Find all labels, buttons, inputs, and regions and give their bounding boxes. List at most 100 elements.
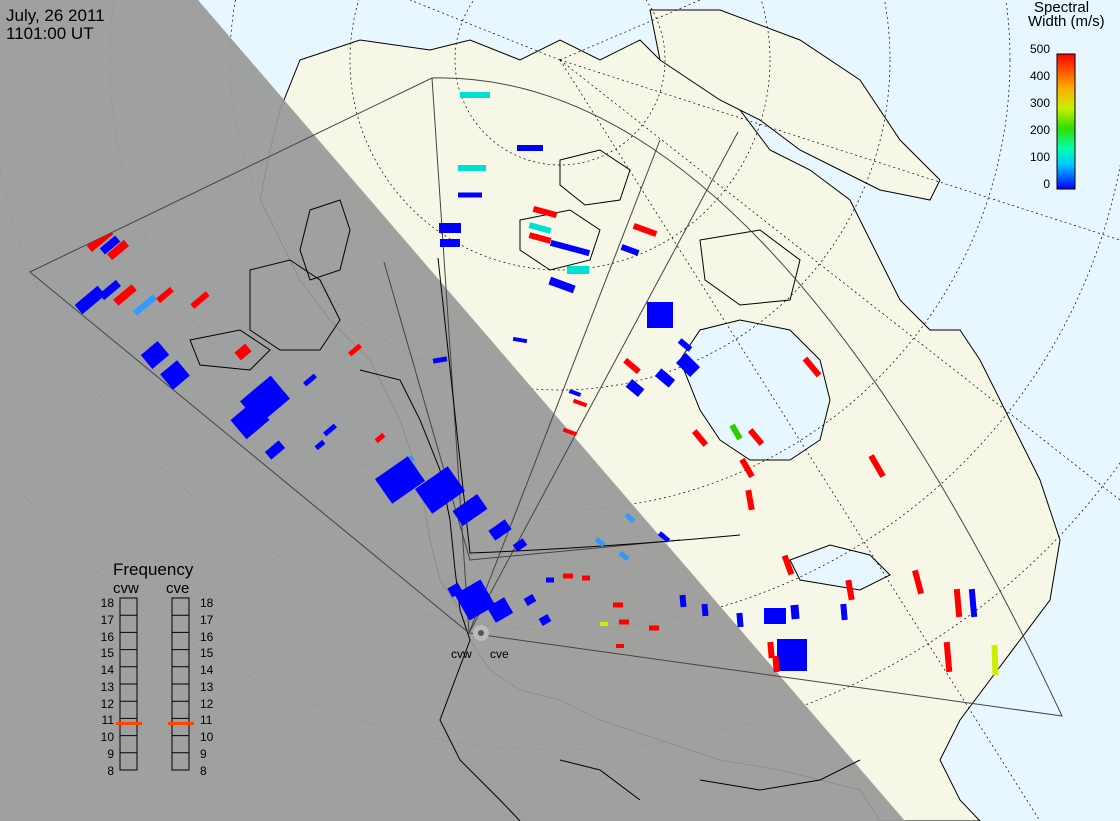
- site-label-cve: cve: [490, 647, 509, 661]
- frequency-marker-cve: [168, 722, 194, 725]
- frequency-tick: 17: [200, 613, 214, 627]
- echo-cell: [314, 439, 326, 451]
- echo-cell: [747, 428, 765, 446]
- frequency-marker-cvw: [116, 722, 142, 725]
- echo-cell: [532, 205, 558, 219]
- echo-cell: [632, 223, 658, 237]
- frequency-tick: 10: [200, 730, 214, 744]
- echo-cell: [488, 519, 512, 541]
- echo-cell: [624, 512, 636, 524]
- radar-echoes: [60, 92, 999, 676]
- frequency-tick: 9: [107, 747, 114, 761]
- echo-cell: [953, 588, 963, 618]
- frequency-tick: 16: [100, 630, 114, 644]
- fov-outline: [29, 77, 1063, 717]
- echo-cell: [677, 338, 693, 352]
- colorbar-tick: 300: [1029, 96, 1050, 110]
- echo-cell: [613, 602, 623, 608]
- echo-cell: [739, 457, 755, 479]
- echo-cell: [679, 594, 687, 608]
- echo-cell: [156, 286, 174, 304]
- echo-cell: [99, 279, 121, 301]
- echo-cell: [701, 603, 709, 617]
- great-lakes: [789, 544, 891, 591]
- frequency-tick: 13: [100, 680, 114, 694]
- echo-cell: [99, 235, 121, 255]
- echo-cell: [594, 536, 606, 548]
- echo-cell: [868, 454, 886, 478]
- time-label: 1101:00 UT: [6, 24, 94, 43]
- echo-cell: [616, 644, 624, 648]
- echo-cell: [675, 352, 701, 378]
- echo-cell: [538, 614, 552, 626]
- echo-cell: [647, 302, 673, 328]
- frequency-radar-cvw: cvw: [113, 580, 139, 597]
- coastline-night: [189, 199, 861, 821]
- echo-cell: [729, 423, 743, 441]
- colorbar-tick: 0: [1043, 177, 1050, 191]
- echo-cell: [567, 266, 589, 274]
- echo-cell: [802, 356, 822, 378]
- echo-cell: [458, 165, 486, 171]
- echo-cell: [620, 244, 640, 256]
- colorbar-tick: 200: [1029, 123, 1050, 137]
- echo-cell: [439, 223, 461, 233]
- echo-cell: [618, 550, 630, 562]
- island-3: [699, 229, 801, 306]
- echo-cell: [113, 284, 137, 306]
- greenland: [649, 9, 941, 201]
- echo-cell: [600, 622, 608, 626]
- grid-arc: [437, 257, 741, 554]
- frequency-tick: 11: [101, 713, 114, 727]
- echo-cell: [911, 569, 925, 595]
- echo-cell: [454, 579, 496, 621]
- echo-cell: [991, 644, 999, 676]
- frequency-grid-lines: [120, 614, 189, 754]
- echo-cell: [572, 398, 588, 408]
- echo-cell: [512, 538, 528, 552]
- echo-cell: [562, 427, 578, 437]
- echo-cell: [230, 400, 270, 440]
- echo-cell: [160, 360, 190, 390]
- island-1: [559, 149, 631, 206]
- echo-cell: [625, 379, 645, 397]
- echo-cell: [781, 554, 795, 576]
- frequency-tick: 17: [100, 613, 114, 627]
- echo-cell: [563, 573, 573, 579]
- echo-cell: [375, 456, 425, 504]
- night-region: [0, 0, 905, 821]
- echo-cell: [619, 619, 629, 625]
- echo-cell: [133, 294, 157, 316]
- echo-cell: [649, 625, 659, 631]
- echo-cell: [303, 373, 317, 387]
- frequency-tick: 14: [100, 663, 114, 677]
- echo-cell: [528, 222, 552, 234]
- echo-cell: [790, 604, 800, 620]
- frequency-tick: 11: [200, 713, 213, 727]
- date-label: July, 26 2011: [6, 6, 105, 25]
- frequency-tick: 15: [200, 646, 214, 660]
- echo-cell: [657, 531, 671, 543]
- echo-cell: [107, 239, 129, 261]
- echo-cell: [458, 192, 482, 198]
- echo-cell: [736, 612, 744, 628]
- frequency-tick: 10: [100, 730, 114, 744]
- echo-cell: [432, 356, 448, 364]
- colorbar-subtitle: Width (m/s): [1028, 13, 1105, 30]
- frequency-tick: 12: [200, 697, 214, 711]
- echo-cell: [777, 639, 807, 671]
- echo-cell: [447, 582, 463, 598]
- echo-cell: [517, 145, 543, 151]
- echo-cell: [190, 291, 210, 309]
- echo-cell: [323, 423, 337, 437]
- echo-cell: [840, 603, 848, 621]
- echo-cell: [440, 239, 460, 247]
- echo-cell: [549, 239, 591, 257]
- colorbar-tick: 500: [1029, 42, 1050, 56]
- frequency-tick: 16: [200, 630, 214, 644]
- echo-cell: [654, 368, 676, 388]
- echo-cell: [764, 608, 786, 624]
- echo-cell: [512, 336, 528, 344]
- colorbar: [1056, 53, 1076, 190]
